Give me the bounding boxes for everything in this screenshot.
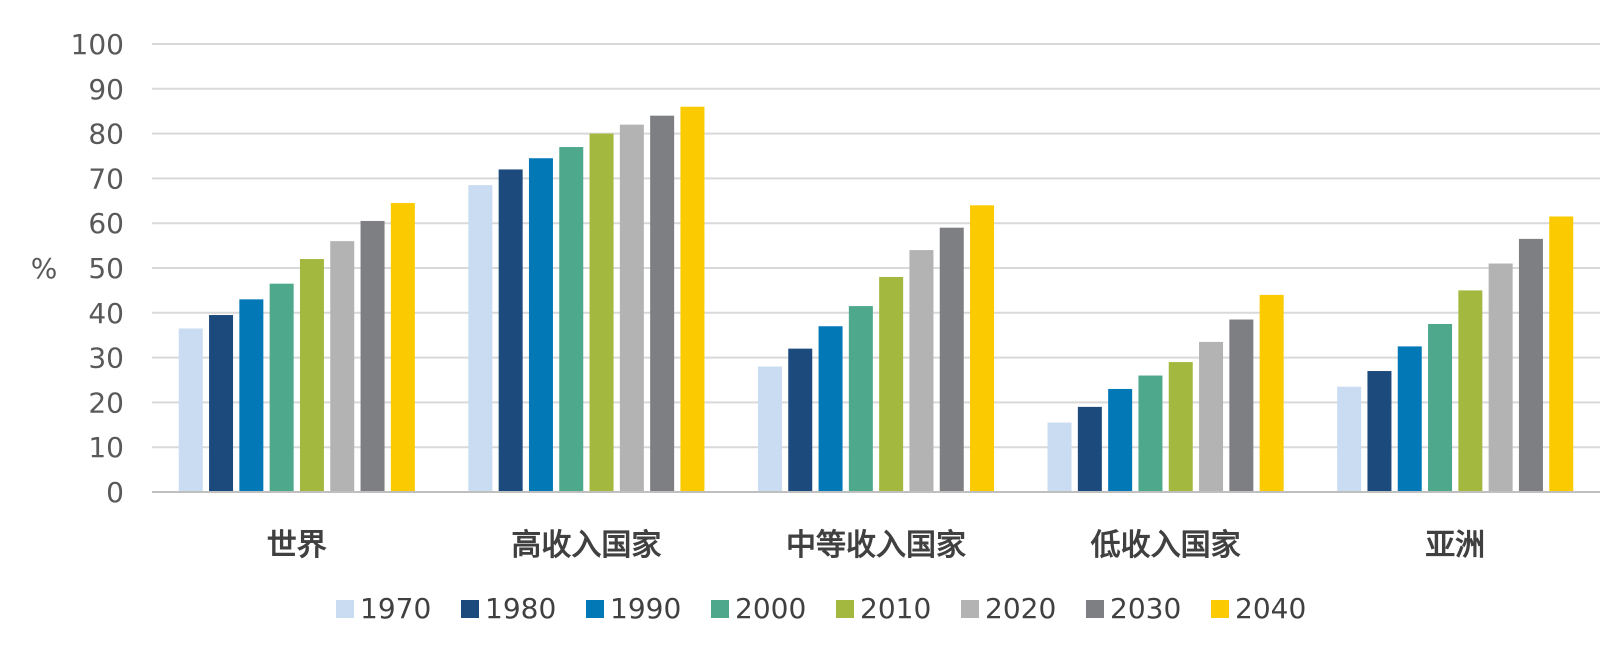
bar	[269, 283, 294, 492]
bar	[680, 106, 705, 492]
bar	[498, 169, 523, 492]
y-tick-label: 30	[88, 342, 124, 375]
legend-label: 2040	[1235, 592, 1306, 625]
bar	[757, 366, 782, 492]
bar	[1428, 324, 1453, 492]
bar	[879, 276, 904, 492]
legend-swatch	[461, 600, 479, 618]
bar	[299, 259, 324, 492]
legend-swatch	[836, 600, 854, 618]
bar	[848, 306, 873, 492]
legend-label: 2030	[1110, 592, 1181, 625]
legend-label: 1980	[485, 592, 556, 625]
bar	[1549, 216, 1574, 493]
bar	[818, 326, 843, 492]
bar	[788, 348, 813, 492]
bar	[209, 315, 234, 492]
bar	[1168, 362, 1193, 492]
legend-swatch	[711, 600, 729, 618]
legend: 1970 1980 1990 2000 2010 2020 2030 2040	[336, 592, 1306, 625]
legend-label: 1970	[360, 592, 431, 625]
y-tick-label: 0	[106, 476, 124, 509]
bar	[650, 115, 675, 493]
legend-label: 2000	[735, 592, 806, 625]
category-labels: 世界 高收入国家 中等收入国家 低收入国家 亚洲	[267, 528, 1485, 563]
legend-swatch	[586, 600, 604, 618]
bar	[1397, 346, 1422, 492]
legend-label: 2020	[985, 592, 1056, 625]
bar	[909, 250, 934, 492]
legend-swatch	[1086, 600, 1104, 618]
bar	[468, 185, 493, 492]
bar	[1138, 375, 1163, 492]
y-tick-label: 50	[88, 252, 124, 285]
y-tick-label: 40	[88, 297, 124, 330]
legend-swatch	[336, 600, 354, 618]
y-axis-ticks: 0 10 20 30 40 50 60 70 80 90 100	[71, 28, 124, 509]
bar	[239, 299, 264, 492]
bar	[1337, 386, 1362, 492]
category-label: 高收入国家	[511, 528, 661, 563]
bar	[1077, 406, 1102, 492]
bar	[390, 203, 415, 493]
y-axis-label: %	[31, 252, 58, 285]
bar	[619, 124, 644, 492]
bar	[1458, 290, 1483, 492]
category-label: 世界	[267, 528, 327, 563]
bar	[330, 241, 355, 492]
bar	[528, 158, 553, 493]
legend-label: 2010	[860, 592, 931, 625]
bar	[178, 328, 203, 492]
bar	[1229, 319, 1254, 492]
y-tick-label: 100	[71, 28, 124, 61]
legend-swatch	[961, 600, 979, 618]
legend-swatch	[1211, 600, 1229, 618]
bars	[178, 106, 1574, 493]
y-tick-label: 10	[88, 431, 124, 464]
bar	[1367, 371, 1392, 492]
category-label: 亚洲	[1425, 528, 1485, 563]
y-tick-label: 60	[88, 207, 124, 240]
y-tick-label: 70	[88, 162, 124, 195]
bar	[1108, 388, 1133, 492]
bar	[559, 147, 584, 493]
bar	[1259, 294, 1284, 492]
bar	[970, 205, 995, 492]
bar	[1047, 422, 1072, 492]
y-tick-label: 80	[88, 118, 124, 151]
category-label: 低收入国家	[1090, 528, 1241, 563]
y-tick-label: 20	[88, 386, 124, 419]
bar	[1488, 263, 1513, 492]
legend-label: 1990	[610, 592, 681, 625]
bar	[939, 227, 964, 492]
category-label: 中等收入国家	[786, 528, 966, 563]
bar	[1199, 341, 1224, 492]
bar	[360, 220, 385, 492]
bar	[589, 133, 614, 492]
y-tick-label: 90	[88, 73, 124, 106]
bar	[1518, 238, 1543, 492]
